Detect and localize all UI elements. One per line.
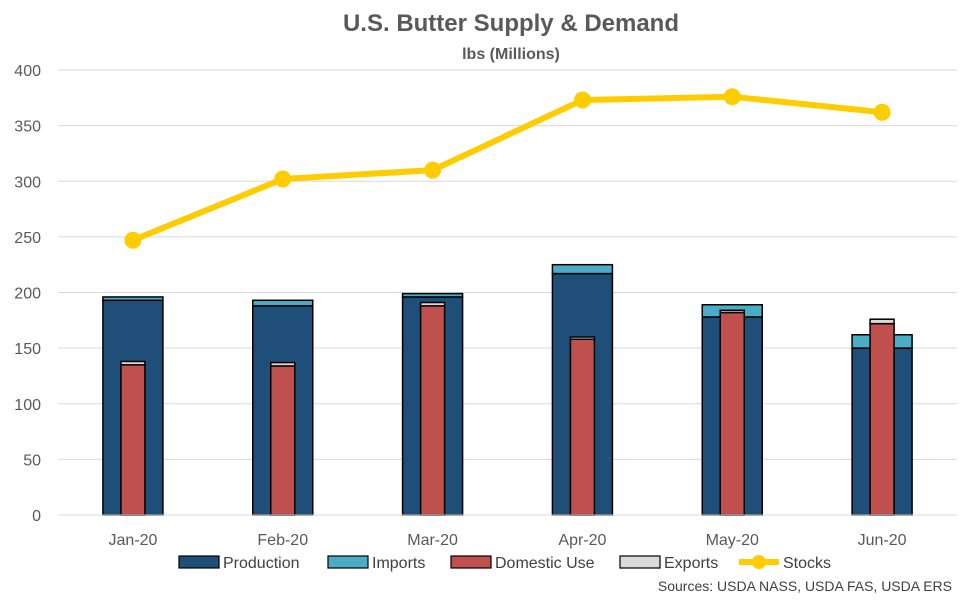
stocks-point [274,170,292,188]
y-tick-label: 250 [14,230,41,247]
legend-label: Imports [372,555,425,572]
bar-imports [401,292,464,298]
legend: Production Imports Domestic Use Exports Stoc… [178,555,831,572]
bar-domestic-use [270,365,296,516]
legend-label: Exports [664,555,718,572]
gridlines [58,69,957,516]
chart-subtitle: lbs (Millions) [462,46,560,63]
chart-title: U.S. Butter Supply & Demand [343,10,679,37]
stocks-line [124,88,891,249]
bar-imports [102,296,164,302]
bar-imports [551,263,614,275]
bar-domestic-use [419,305,446,516]
bar-domestic-use [869,322,895,516]
x-tick-label: Feb-20 [257,532,308,549]
bar-exports [719,309,745,314]
legend-swatch [450,555,492,569]
legend-label: Domestic Use [495,555,595,572]
legend-swatch [327,555,369,569]
stocks-point [873,103,891,121]
legend-swatch [619,555,661,569]
x-tick-label: Mar-20 [407,532,458,549]
x-axis: Jan-20 Feb-20 Mar-20 Apr-20 May-20 Jun-20 [58,514,957,549]
y-tick-label: 150 [14,341,41,358]
stocks-point [124,231,142,249]
legend-swatch [178,555,220,569]
bar-exports [569,336,596,340]
legend-swatch [752,555,766,569]
bar-domestic-use [719,311,745,516]
x-tick-label: Jan-20 [108,532,157,549]
y-tick-label: 0 [32,508,41,525]
y-tick-label: 300 [14,174,41,191]
x-tick-label: Apr-20 [558,532,606,549]
source-note: Sources: USDA NASS, USDA FAS, USDA ERS [658,578,952,594]
y-tick-label: 400 [14,63,41,80]
y-tick-label: 350 [14,119,41,136]
stocks-point [424,161,442,179]
legend-label: Production [223,555,300,572]
y-tick-label: 100 [14,397,41,414]
bar-domestic-use [120,364,146,516]
bar-domestic-use [569,338,596,516]
bar-imports [252,299,314,307]
bars [102,263,913,516]
x-tick-label: May-20 [706,532,759,549]
bar-exports [869,318,895,325]
bar-exports [270,361,296,367]
x-tick-label: Jun-20 [858,532,907,549]
bar-exports [419,301,446,307]
stocks-series-line [131,93,883,243]
y-tick-label: 200 [14,286,41,303]
bar-exports [120,360,146,366]
stocks-point [723,88,741,106]
y-tick-label: 50 [23,452,41,469]
legend-label: Stocks [783,555,831,572]
y-axis: 0 50 100 150 200 250 300 350 400 [14,63,41,525]
stocks-point [573,91,591,109]
